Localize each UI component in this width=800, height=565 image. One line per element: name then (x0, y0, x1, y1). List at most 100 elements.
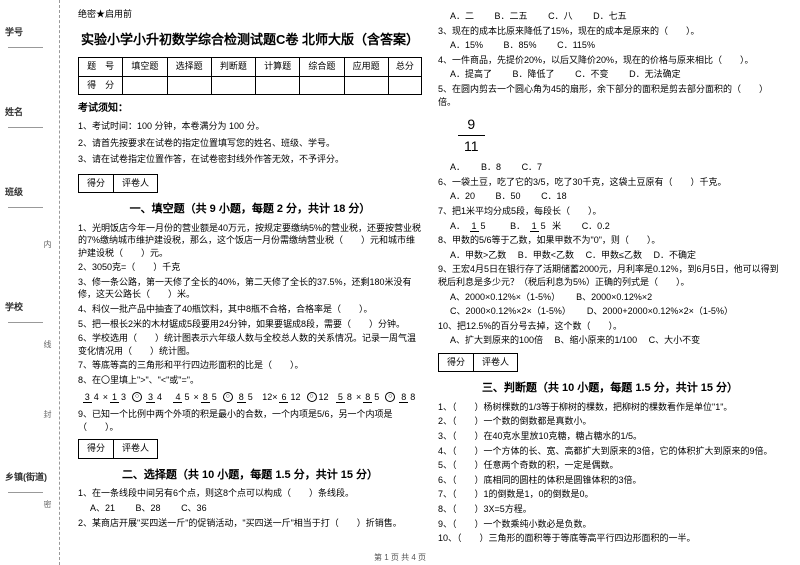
secret-label: 绝密★启用前 (78, 8, 422, 22)
math-item-3: 12× 612 ○12 (262, 391, 328, 405)
margin-xingming: 姓名 (5, 105, 55, 118)
th: 选择题 (167, 58, 211, 77)
right-column: A．二 B．二五 C．八 D．七五 3、现在的成本比原来降低了15%，现在的成本… (430, 8, 790, 557)
s2-q2-opts: A．二 B．二五 C．八 D．七五 (438, 10, 782, 23)
s3-q8: 8、（ ）3X=5方程。 (438, 503, 782, 516)
math-item-1: 34 ×13 ○ 34 (81, 391, 166, 405)
td (300, 76, 344, 95)
s2-q3-opts: A．15% B．85% C．115% (438, 39, 782, 52)
math-item-2: 45 ×85 ○ 85 (171, 391, 256, 405)
s1-q1: 1、光明饭店今年一月份的营业额是40万元，按规定要缴纳5%的营业税，还要按营业税… (78, 222, 422, 260)
rater-score: 得分 (79, 175, 114, 193)
s1-q7: 7、等底等高的三角形和平行四边形面积的比是（ ）。 (78, 359, 422, 372)
section3-title: 三、判断题（共 10 小题，每题 1.5 分，共计 15 分） (438, 380, 782, 397)
s3-q3: 3、（ ）在40克水里放10克糖，糖占糖水的1/5。 (438, 430, 782, 443)
margin-blank (8, 207, 43, 208)
th: 计算题 (256, 58, 300, 77)
th: 填空题 (123, 58, 167, 77)
th: 题 号 (79, 58, 123, 77)
td (344, 76, 388, 95)
rater-box: 得分 评卷人 (78, 439, 158, 459)
margin-nei: 内 (42, 240, 53, 248)
notice-2: 2、请首先按要求在试卷的指定位置填写您的姓名、班级、学号。 (78, 137, 422, 151)
s2-q5-opts: A． B．8 C．7 (438, 161, 782, 174)
margin-xian: 线 (42, 340, 53, 348)
compare-circle: ○ (307, 392, 317, 402)
td (123, 76, 167, 95)
notice-3: 3、请在试卷指定位置作答，在试卷密封线外作答无效，不予评分。 (78, 153, 422, 167)
section2-title: 二、选择题（共 10 小题，每题 1.5 分，共计 15 分） (78, 467, 422, 484)
notice-1: 1、考试时间：100 分钟，本卷满分为 100 分。 (78, 120, 422, 134)
s2-q5: 5、在圆内剪去一个圆心角为45的扇形，余下部分的面积是剪去部分面积的（ ）倍。 (438, 83, 782, 108)
page-footer: 第 1 页 共 4 页 (0, 552, 800, 563)
section1-title: 一、填空题（共 9 小题，每题 2 分，共计 18 分） (78, 201, 422, 218)
table-row: 题 号 填空题 选择题 判断题 计算题 综合题 应用题 总分 (79, 58, 422, 77)
td (256, 76, 300, 95)
table-row: 得 分 (79, 76, 422, 95)
th: 总分 (388, 58, 421, 77)
s1-q6: 6、学校选用（ ）统计图表示六年级人数与全校总人数的关系情况。记录一周气温变化情… (78, 332, 422, 357)
margin-banji: 班级 (5, 185, 55, 198)
th: 应用题 (344, 58, 388, 77)
th: 综合题 (300, 58, 344, 77)
rater-box: 得分 评卷人 (438, 353, 518, 373)
compare-circle: ○ (385, 392, 395, 402)
margin-feng: 封 (42, 410, 53, 418)
s2-q8: 8、甲数的5/6等于乙数，如果甲数不为"0"，则（ ）。 (438, 234, 782, 247)
s2-q2: 2、某商店开展"买四送一斤"的促销活动，"买四送一斤"相当于打（ ）折销售。 (78, 517, 422, 530)
s2-q4-opts: A．提高了 B．降低了 C．不变 D．无法确定 (438, 68, 782, 81)
s2-q7-opts: A． 15 B． 15 米 C．0.2 (438, 220, 782, 233)
s1-q5: 5、把一根长2米的木材锯成5段要用24分钟，如果要锯成8段，需要（ ）分钟。 (78, 318, 422, 331)
s3-q1: 1、（ ）杨树棵数的1/3等于柳树的棵数，把柳树的棵数看作是单位"1"。 (438, 401, 782, 414)
rater-person: 评卷人 (114, 440, 157, 458)
s1-q4: 4、科仪一批产品中抽查了40瓶饮料，其中8瓶不合格，合格率是（ ）。 (78, 303, 422, 316)
s2-q9-opts-2: C、2000×0.12%×2×（1-5%） D、2000+2000×0.12%×… (438, 305, 782, 318)
exam-title: 实验小学小升初数学综合检测试题C卷 北师大版（含答案） (78, 30, 422, 50)
s3-q2: 2、（ ）一个数的倒数都是真数小。 (438, 415, 782, 428)
td (388, 76, 421, 95)
rater-box: 得分 评卷人 (78, 174, 158, 194)
margin-xuehao: 学号 (5, 25, 55, 38)
big-fraction: 9 11 (458, 114, 485, 157)
score-table: 题 号 填空题 选择题 判断题 计算题 综合题 应用题 总分 得 分 (78, 57, 422, 95)
margin-blank (8, 127, 43, 128)
rater-person: 评卷人 (114, 175, 157, 193)
s2-q10: 10、把12.5%的百分号去掉，这个数（ ）。 (438, 320, 782, 333)
s1-q2: 2、3050克=（ ）千克 (78, 261, 422, 274)
s2-q8-opts: A．甲数>乙数 B．甲数<乙数 C．甲数≤乙数 D．不确定 (438, 249, 782, 262)
th: 判断题 (211, 58, 255, 77)
s2-q1: 1、在一条线段中间另有6个点，则这8个点可以构成（ ）条线段。 (78, 487, 422, 500)
s3-q6: 6、（ ）底相同的圆柱的体积是圆锥体积的3倍。 (438, 474, 782, 487)
s2-q7: 7、把1米平均分成5段，每段长（ ）。 (438, 205, 782, 218)
td (211, 76, 255, 95)
s2-q9-opts-1: A、2000×0.12%×（1-5%） B、2000×0.12%×2 (438, 291, 782, 304)
compare-circle: ○ (223, 392, 233, 402)
math-comparison-row: 34 ×13 ○ 34 45 ×85 ○ 85 12× 612 ○12 (78, 391, 422, 405)
margin-blank (8, 47, 43, 48)
td: 得 分 (79, 76, 123, 95)
s2-q9: 9、王宏4月5日在银行存了活期储蓄2000元，月利率是0.12%，到6月5日，他… (438, 263, 782, 288)
notice-head: 考试须知： (78, 101, 422, 116)
margin-mi: 密 (42, 500, 53, 508)
left-column: 绝密★启用前 实验小学小升初数学综合检测试题C卷 北师大版（含答案） 题 号 填… (70, 8, 430, 557)
s1-q3: 3、修一条公路，第一天修了全长的40%，第二天修了全长的37.5%，还剩180米… (78, 276, 422, 301)
s2-q1-opts: A、21 B、28 C、36 (78, 502, 422, 515)
s3-q7: 7、（ ）1的倒数是1，0的倒数是0。 (438, 488, 782, 501)
content-area: 绝密★启用前 实验小学小升初数学综合检测试题C卷 北师大版（含答案） 题 号 填… (60, 0, 800, 565)
s3-q10: 10、（ ）三角形的面积等于等底等高平行四边形面积的一半。 (438, 532, 782, 545)
s3-q9: 9、（ ）一个数乘纯小数必是负数。 (438, 518, 782, 531)
s3-q5: 5、（ ）任意两个奇数的积，一定是偶数。 (438, 459, 782, 472)
margin-xiangzhen: 乡镇(街道) (5, 470, 55, 483)
s2-q4: 4、一件商品，先提价20%，以后又降价20%，现在的价格与原来相比（ ）。 (438, 54, 782, 67)
s1-q8: 8、在〇里填上">"、"<"或"="。 (78, 374, 422, 387)
td (167, 76, 211, 95)
s2-q3: 3、现在的成本比原来降低了15%，现在的成本是原来的（ ）。 (438, 25, 782, 38)
rater-person: 评卷人 (474, 354, 517, 372)
margin-blank (8, 322, 43, 323)
math-item-4: 58 ×85 ○ 88 (334, 391, 419, 405)
rater-score: 得分 (79, 440, 114, 458)
compare-circle: ○ (132, 392, 142, 402)
s2-q6-opts: A．20 B．50 C．18 (438, 190, 782, 203)
binding-margin: 学号 姓名 班级 内 学校 线 封 乡镇(街道) 密 (0, 0, 60, 565)
s1-q9: 9、已知一个比例中两个外项的积是最小的合数，一个内项是5/6，另一个内项是（ ）… (78, 408, 422, 433)
